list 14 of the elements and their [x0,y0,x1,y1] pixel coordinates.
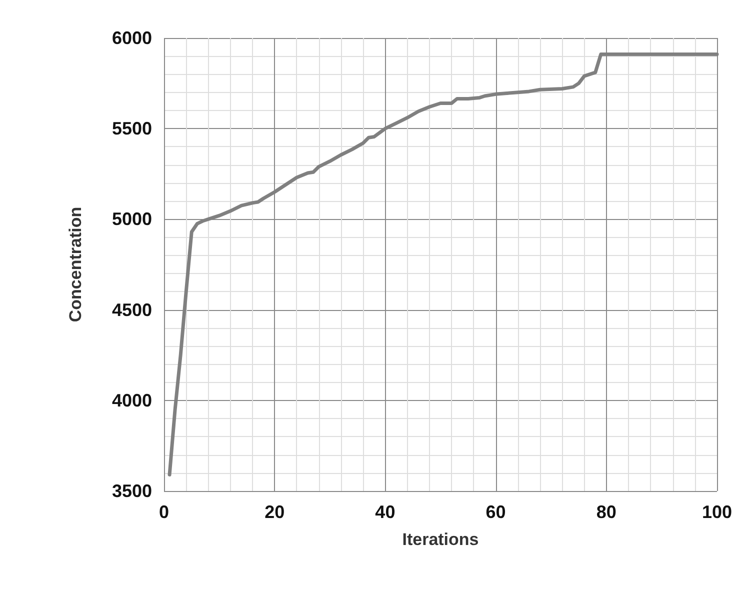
x-tick-label: 20 [264,502,285,522]
x-tick-label: 80 [596,502,616,522]
y-tick-label: 3500 [112,481,152,501]
y-tick-label: 6000 [112,28,152,48]
x-tick-label: 100 [702,502,732,522]
x-tick-label: 0 [158,502,170,522]
y-axis-title: Concentration [66,206,85,322]
x-axis-title: Iterations [402,530,479,549]
y-tick-label: 5000 [112,209,152,230]
x-tick-label: 60 [486,502,506,522]
y-tick-label: 5500 [112,118,152,139]
x-tick-label: 40 [375,502,396,522]
y-tick-label: 4000 [112,390,152,410]
y-tick-label: 4500 [112,300,152,320]
